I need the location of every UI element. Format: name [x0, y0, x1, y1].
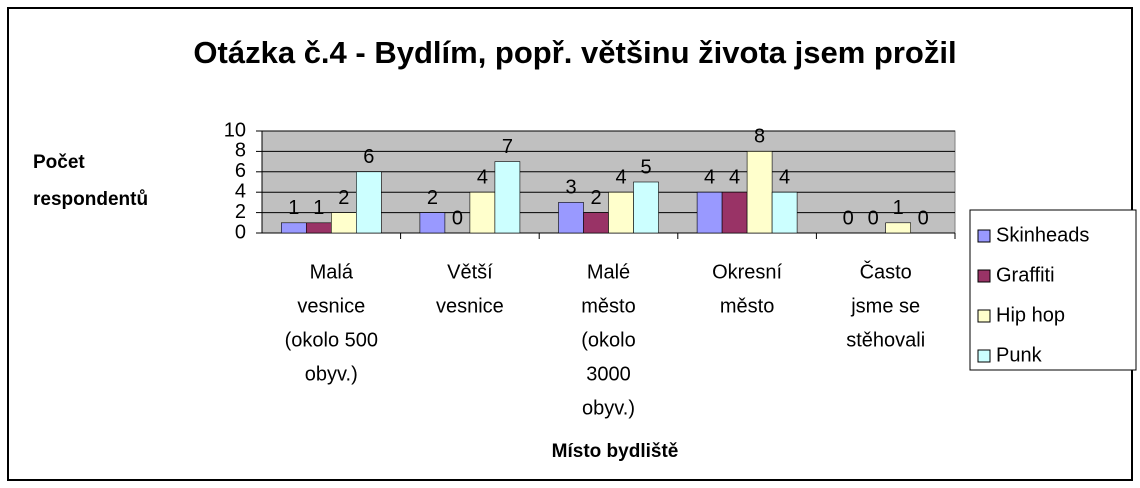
data-label: 0 [868, 207, 879, 229]
bar [771, 191, 798, 234]
bar [419, 212, 446, 234]
x-tick-label: (okolo [581, 329, 635, 351]
x-tick-label: obyv.) [582, 397, 635, 419]
x-axis-label: Místo bydliště [552, 441, 679, 462]
legend-box [969, 209, 1137, 371]
x-tick-label: Malé [587, 261, 630, 283]
bar [721, 191, 748, 234]
data-label: 0 [918, 207, 929, 229]
bar [608, 191, 634, 234]
data-label: 2 [338, 187, 349, 209]
legend-label: Graffiti [996, 264, 1055, 286]
data-label: 0 [452, 207, 463, 229]
data-label: 1 [313, 197, 324, 219]
data-label: 0 [843, 207, 854, 229]
y-tick-label: 4 [235, 180, 246, 202]
legend-swatch [977, 309, 991, 323]
data-label: 1 [288, 197, 299, 219]
y-tick-label: 8 [235, 140, 246, 162]
y-tick-label: 6 [235, 160, 246, 182]
bar [746, 151, 773, 234]
data-label: 2 [590, 187, 601, 209]
y-axis-label: Počet [33, 152, 85, 173]
x-tick-label: Často [860, 260, 912, 283]
data-label: 6 [363, 146, 374, 168]
y-tick-label: 10 [224, 119, 246, 141]
data-label: 1 [893, 197, 904, 219]
x-tick-label: obyv.) [305, 363, 358, 385]
bar [494, 161, 521, 234]
legend-label: Punk [996, 344, 1043, 366]
data-label: 4 [729, 166, 740, 188]
y-axis-label: respondentů [33, 189, 148, 210]
data-label: 7 [502, 136, 513, 158]
x-tick-label: Větší [447, 261, 493, 283]
y-tick-label: 0 [235, 221, 246, 243]
bar [305, 222, 332, 234]
legend-swatch [977, 349, 991, 363]
x-tick-label: město [581, 295, 635, 317]
data-label: 3 [565, 177, 576, 199]
bar [330, 212, 357, 234]
legend-label: Hip hop [996, 304, 1065, 326]
x-tick-label: 3000 [586, 363, 631, 385]
data-label: 4 [779, 166, 790, 188]
x-tick-label: stěhovali [846, 329, 925, 351]
chart-border [7, 7, 1133, 481]
x-tick-label: Okresní [712, 261, 782, 283]
y-tick-label: 2 [235, 201, 246, 223]
legend-label: Skinheads [996, 224, 1089, 246]
bar [469, 191, 496, 234]
bar [633, 181, 659, 234]
data-label: 4 [615, 166, 626, 188]
bar [583, 212, 609, 234]
data-label: 5 [640, 156, 651, 178]
x-tick-label: město [720, 295, 774, 317]
data-label: 2 [427, 187, 438, 209]
legend-swatch [977, 229, 991, 243]
bar [885, 222, 912, 234]
bar [355, 171, 382, 234]
x-tick-label: (okolo 500 [285, 329, 378, 351]
legend-swatch [977, 269, 991, 283]
x-tick-label: jsme se [850, 295, 920, 317]
bar [558, 202, 584, 234]
x-tick-label: vesnice [436, 295, 504, 317]
x-tick-label: Malá [310, 261, 354, 283]
bar [280, 222, 307, 234]
data-label: 8 [754, 126, 765, 148]
data-label: 4 [704, 166, 715, 188]
data-label: 4 [477, 166, 488, 188]
bar [696, 191, 723, 234]
chart-title: Otázka č.4 - Bydlím, popř. většinu život… [193, 35, 956, 70]
x-tick-label: vesnice [297, 295, 365, 317]
